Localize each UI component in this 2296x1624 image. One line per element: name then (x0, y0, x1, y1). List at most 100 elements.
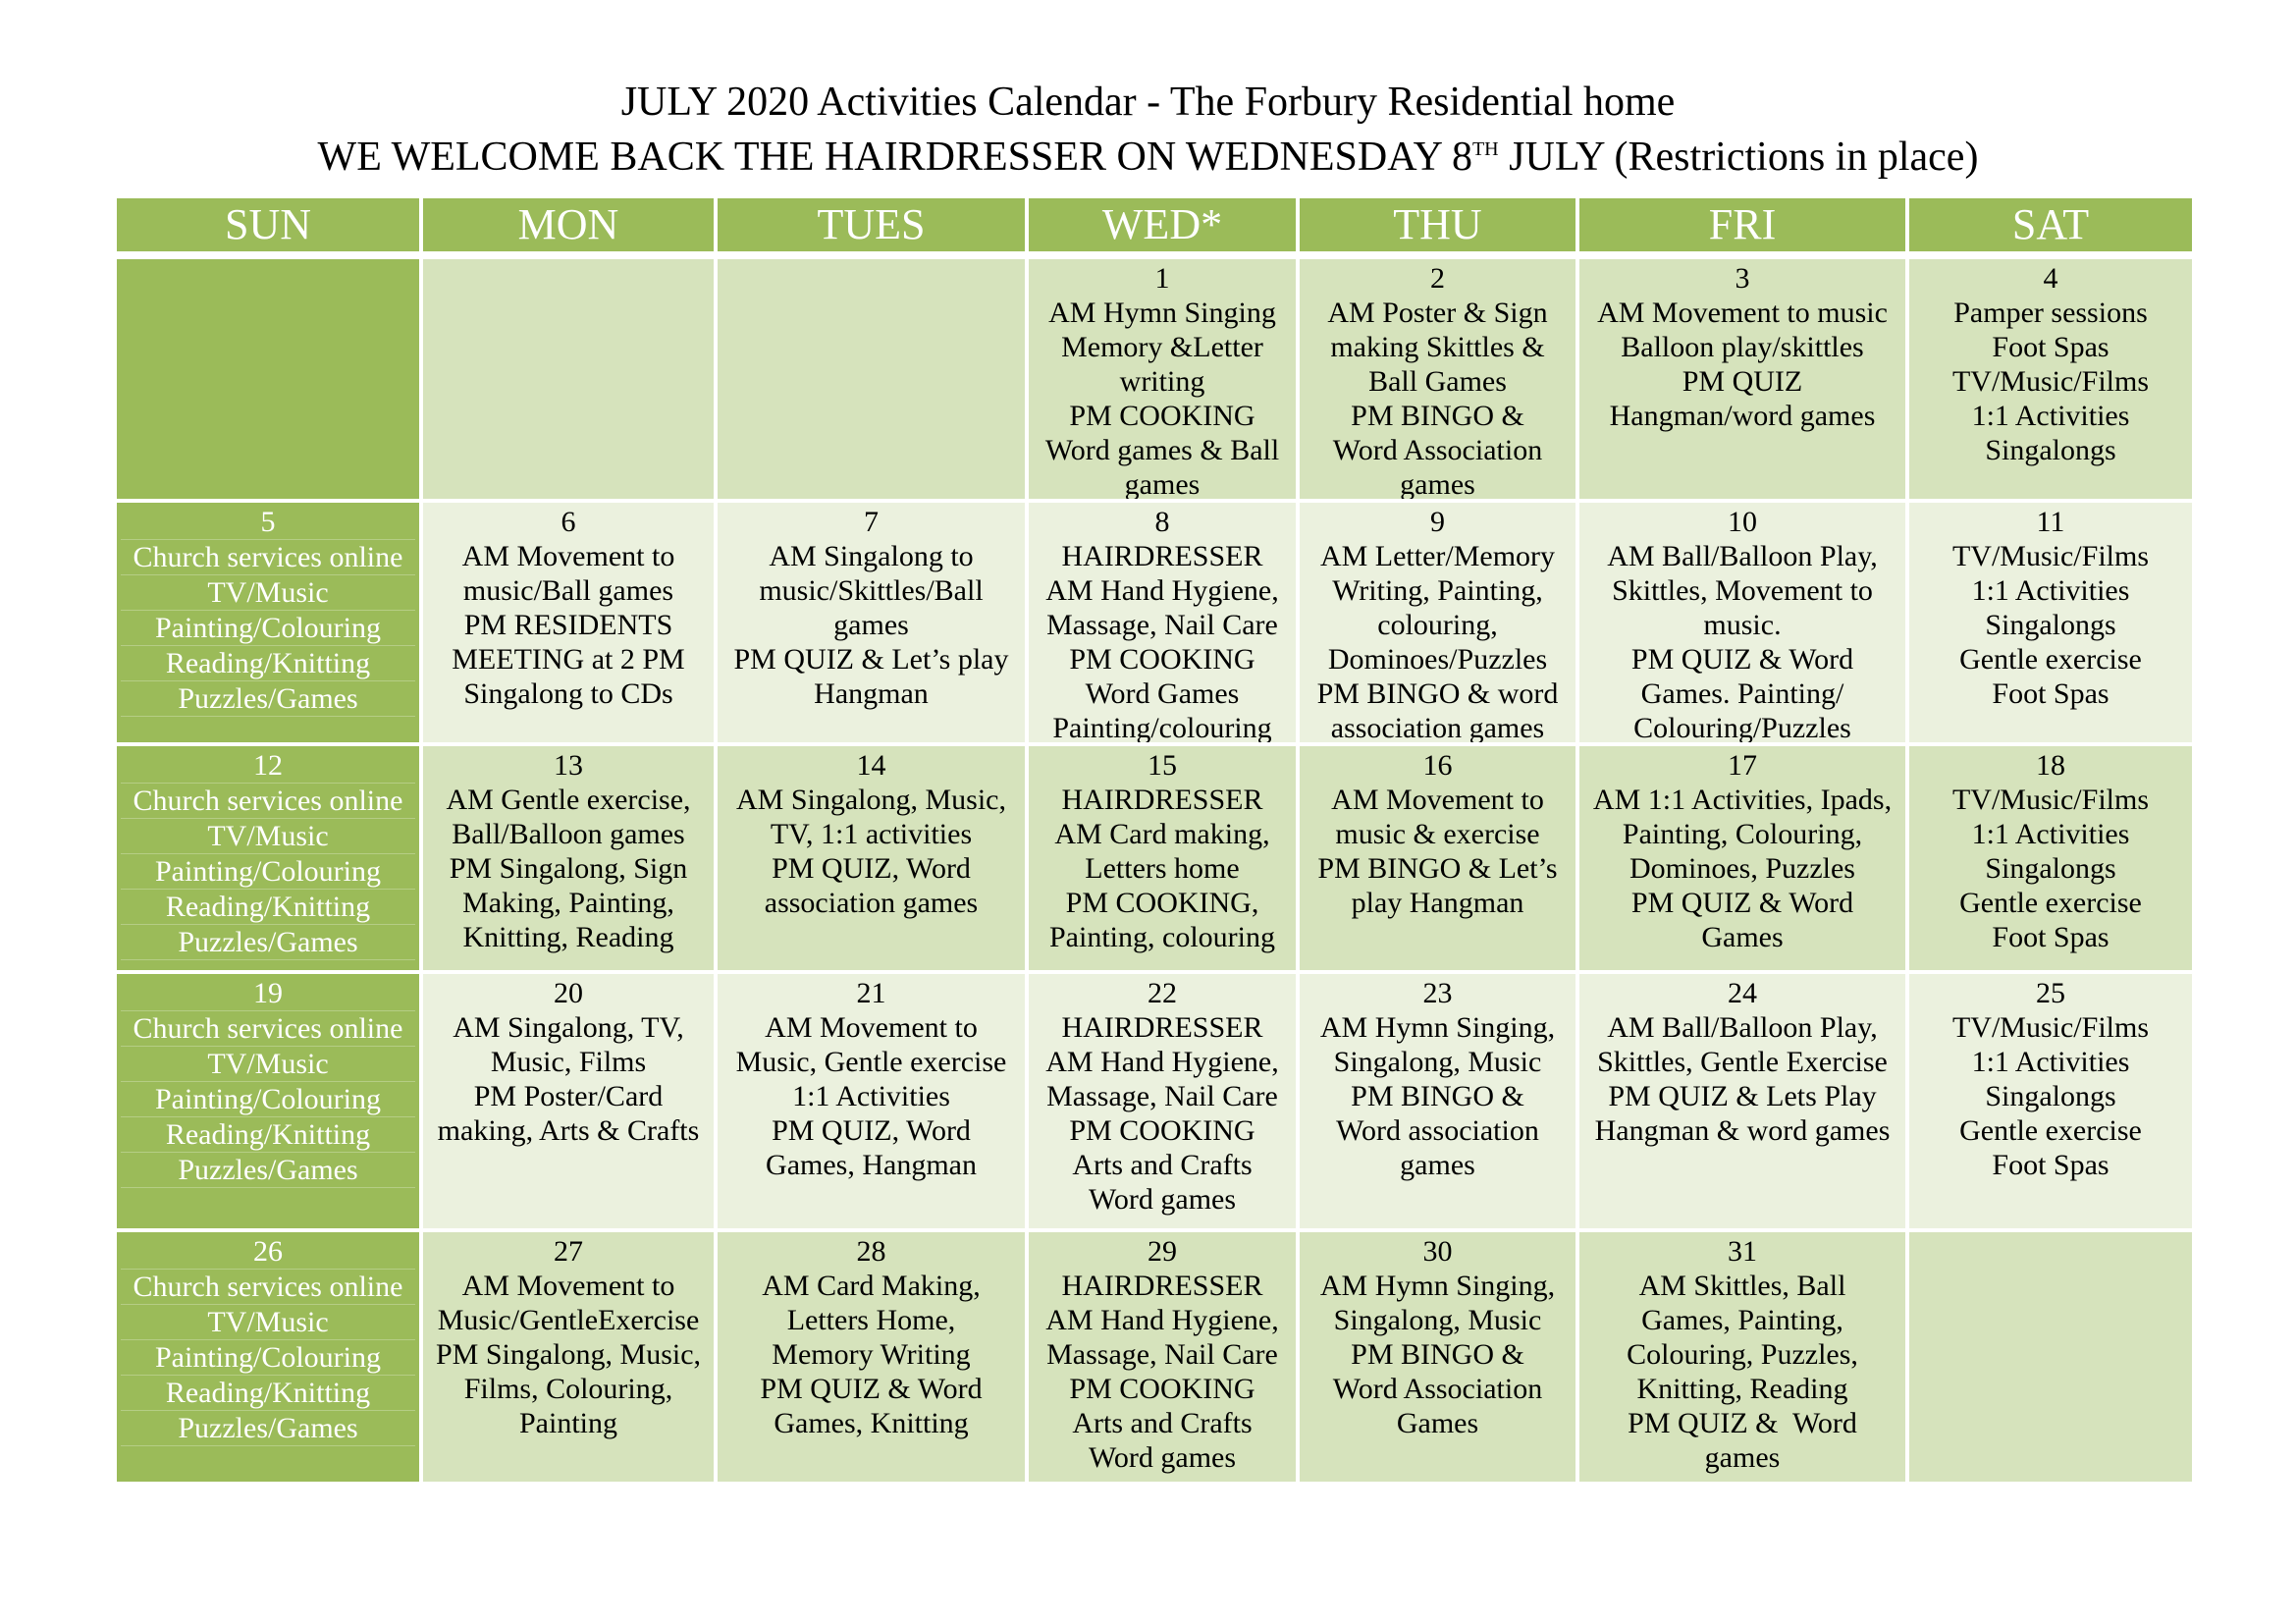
title: JULY 2020 Activities Calendar - The Forb… (620, 80, 1676, 125)
activity: TV/Music/Films (1951, 1011, 2150, 1044)
activity: Word association (1336, 1114, 1539, 1147)
activity: Foot Spas (1992, 331, 2109, 363)
activity: PM QUIZ & Let’s play (733, 643, 1009, 676)
subtitle-sup: TH (1471, 138, 1499, 160)
day-cell: 20 AM Singalong, TV, Music, Films PM Poster… (421, 972, 716, 1230)
activity: TV/Music (121, 575, 415, 611)
day-cell: 29 HAIRDRESSER AM Hand Hygiene, Massage, Na… (1027, 1230, 1298, 1484)
activity: PM QUIZ & Word (1630, 887, 1854, 919)
activity: Word games & Ball (1044, 434, 1280, 466)
day-header: MON (421, 196, 716, 253)
day-header: TUES (716, 196, 1027, 253)
date: 7 (864, 506, 879, 538)
activity: Ball Games (1368, 365, 1507, 398)
activity: association games (764, 887, 979, 919)
activity: Church services online (121, 540, 415, 575)
activity: TV/Music (121, 1305, 415, 1340)
activity: HAIRDRESSER (1061, 784, 1263, 816)
activity: PM BINGO & word (1316, 677, 1559, 710)
activity: Word games (1088, 1183, 1237, 1216)
subtitle-text: JULY (Restrictions in place) (1498, 135, 1979, 180)
activity: AM 1:1 Activities, Ipads, (1592, 784, 1893, 816)
activity: HAIRDRESSER (1061, 540, 1263, 572)
day-cell: 17 AM 1:1 Activities, Ipads, Painting, Col… (1577, 744, 1907, 972)
activity: Massage, Nail Care (1046, 609, 1278, 641)
activity: AM Movement to (765, 1011, 978, 1044)
day-cell: 31 AM Skittles, Ball Games, Painting, Colou… (1577, 1230, 1907, 1484)
activity: music. (1703, 609, 1782, 641)
activity: Gentle exercise (1959, 1114, 2142, 1147)
day-cell: 27 AM Movement to Music/GentleExercise PM S… (421, 1230, 716, 1484)
date: 15 (1148, 749, 1177, 782)
activity: Dominoes, Puzzles (1629, 852, 1855, 885)
activity: Reading/Knitting (121, 890, 415, 925)
day-cell: 25 TV/Music/Films 1:1 Activities Singalongs… (1907, 972, 2194, 1230)
day-header: THU (1298, 196, 1577, 253)
activity: Hangman & word games (1594, 1114, 1891, 1147)
activity: Letters Home, (786, 1304, 956, 1336)
activity: Knitting, Reading (1636, 1373, 1848, 1405)
activity: PM Singalong, Music, (435, 1338, 702, 1371)
activity: Games (1701, 921, 1784, 953)
day-cell: 13 AM Gentle exercise, Ball/Balloon games P… (421, 744, 716, 972)
date: 29 (1148, 1235, 1177, 1268)
activity: Gentle exercise (1959, 887, 2142, 919)
activity: AM Hymn Singing, (1319, 1011, 1556, 1044)
activity: PM QUIZ, Word (772, 1114, 971, 1147)
activity: Massage, Nail Care (1046, 1080, 1278, 1112)
activity: HAIRDRESSER (1061, 1270, 1263, 1302)
activity: AM Hymn Singing (1048, 297, 1276, 329)
activity: Word Games (1085, 677, 1240, 710)
activity: Foot Spas (1992, 921, 2109, 953)
date: 19 (121, 976, 415, 1011)
day-cell: 19 Church services online TV/Music Painting… (115, 972, 421, 1230)
activity: Skittles, Movement to (1612, 574, 1873, 607)
activity: Painting, Colouring, (1622, 818, 1863, 850)
activity: PM BINGO & (1351, 1338, 1524, 1371)
activity: AM Ball/Balloon Play, (1607, 1011, 1878, 1044)
date: 22 (1148, 977, 1177, 1009)
activity: AM Card Making, (762, 1270, 981, 1302)
activity: PM Singalong, Sign (449, 852, 688, 885)
day-cell: 22 HAIRDRESSER AM Hand Hygiene, Massage, Na… (1027, 972, 1298, 1230)
date: 31 (1728, 1235, 1757, 1268)
activity: Games, Hangman (766, 1149, 977, 1181)
activity: Colouring/Puzzles (1633, 712, 1851, 744)
day-cell: 6 AM Movement to music/Ball games PM RESIDE… (421, 501, 716, 744)
day-cell: 14 AM Singalong, Music, TV, 1:1 activities… (716, 744, 1027, 972)
activity: Games, Painting, (1641, 1304, 1843, 1336)
activity: PM COOKING (1069, 1114, 1255, 1147)
date: 18 (2036, 749, 2065, 782)
activity: AM Movement to (1331, 784, 1544, 816)
activity: Massage, Nail Care (1046, 1338, 1278, 1371)
day-cell: 24 AM Ball/Balloon Play, Skittles, Gentle … (1577, 972, 1907, 1230)
activity: AM Hand Hygiene, (1045, 1046, 1279, 1078)
activity: AM Movement to (461, 1270, 675, 1302)
activity: games (1400, 1149, 1475, 1181)
activity: TV/Music (121, 1047, 415, 1082)
activity: TV/Music (121, 819, 415, 854)
date: 27 (554, 1235, 583, 1268)
day-cell: 23 AM Hymn Singing, Singalong, Music PM BIN… (1298, 972, 1577, 1230)
activity: Memory &Letter (1061, 331, 1263, 363)
day-cell: 21 AM Movement to Music, Gentle exercise 1:… (716, 972, 1027, 1230)
date: 17 (1728, 749, 1757, 782)
activity: 1:1 Activities (1971, 574, 2130, 607)
date: 4 (2043, 262, 2058, 295)
activity: AM Hand Hygiene, (1045, 1304, 1279, 1336)
activity: Painting/Colouring (121, 1082, 415, 1117)
activity: Singalongs (1985, 1080, 2116, 1112)
activity: Singalongs (1985, 434, 2116, 466)
activity: Hangman (814, 677, 929, 710)
activity: Church services online (121, 1270, 415, 1305)
activity: Church services online (121, 784, 415, 819)
activity: AM Singalong, TV, (453, 1011, 684, 1044)
date: 8 (1154, 506, 1170, 538)
activity: writing (1119, 365, 1205, 398)
activity: AM Movement to music (1597, 297, 1888, 329)
activity: Painting/Colouring (121, 611, 415, 646)
activity: making, Arts & Crafts (437, 1114, 700, 1147)
activity: PM QUIZ & Word (1628, 1407, 1857, 1439)
day-cell: 9 AM Letter/Memory Writing, Painting, colou… (1298, 501, 1577, 744)
